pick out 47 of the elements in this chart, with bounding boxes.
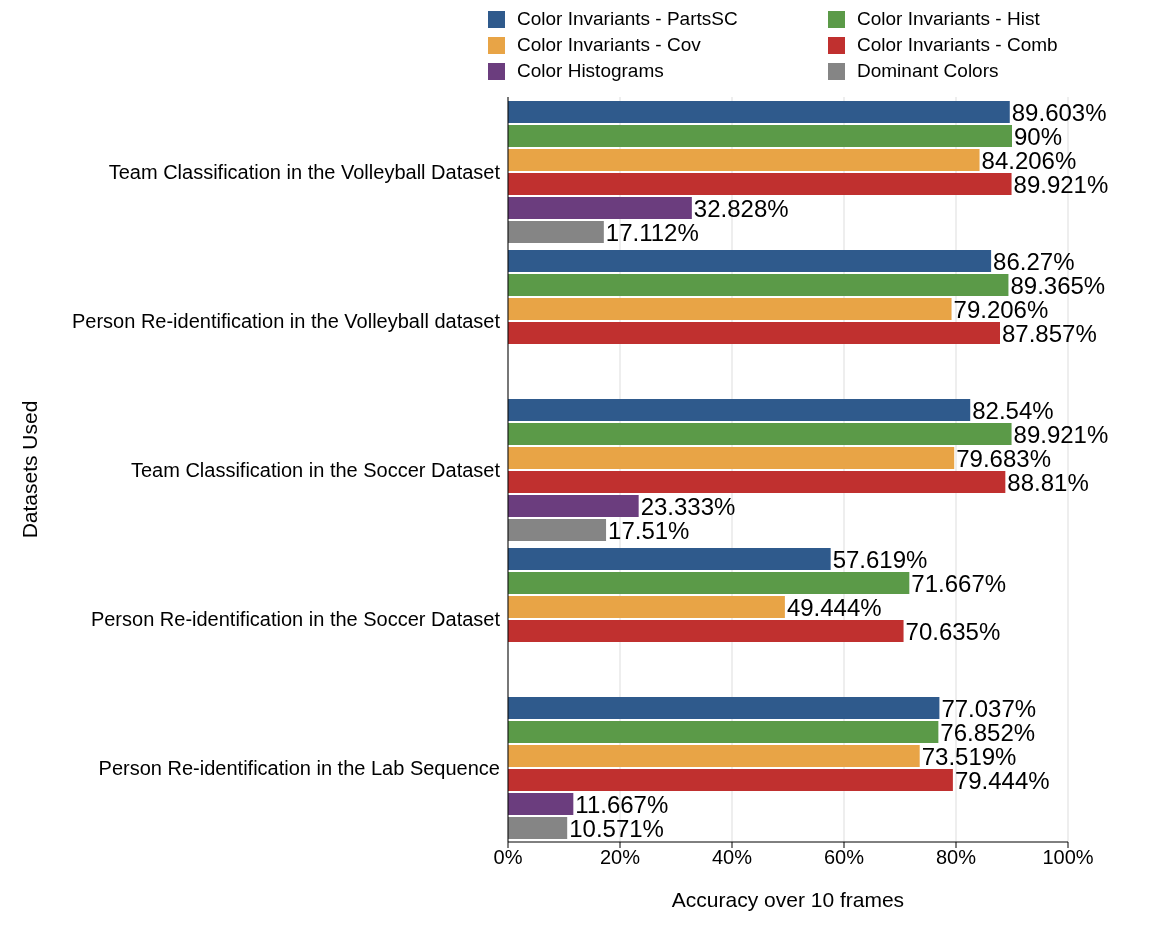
bar (508, 697, 940, 719)
bar (508, 322, 1000, 344)
x-tick-label: 80% (935, 846, 977, 869)
bar (508, 274, 1009, 296)
y-tick-label: Team Classification in the Soccer Dataset (130, 458, 501, 481)
legend-label: Color Invariants - PartsSC (517, 8, 738, 30)
bar (508, 745, 920, 767)
bar (508, 620, 904, 642)
x-tick-label: 40% (711, 846, 753, 869)
legend-label: Color Invariants - Comb (857, 34, 1058, 56)
bar (508, 519, 607, 541)
bar (508, 125, 1012, 147)
x-tick-label: 0% (493, 846, 523, 869)
bar (508, 721, 939, 743)
x-tick-label: 100% (1042, 846, 1094, 869)
y-tick-label: Person Re-identification in the Soccer Dataset (90, 607, 501, 630)
bar (508, 197, 692, 219)
y-tick-label: Team Classification in the Volleyball Dataset (108, 160, 501, 183)
bar (508, 173, 1012, 195)
x-tick-label: 20% (599, 846, 641, 869)
bar (508, 495, 639, 517)
bar (508, 447, 955, 469)
x-axis-title: Accuracy over 10 frames (671, 888, 905, 911)
bar (508, 596, 785, 618)
bar (508, 769, 953, 791)
legend-label: Color Histograms (517, 60, 664, 82)
bar (508, 423, 1012, 445)
x-tick-label: 60% (823, 846, 865, 869)
bar (508, 298, 952, 320)
y-axis-title: Datasets Used (18, 400, 42, 539)
bar (508, 548, 831, 570)
bar (508, 471, 1006, 493)
bar (508, 101, 1010, 123)
legend-label: Color Invariants - Hist (857, 8, 1040, 30)
data-label: 49.444% (786, 593, 882, 621)
bar (508, 793, 574, 815)
bar (508, 399, 971, 421)
legend-label: Color Invariants - Cov (517, 34, 701, 56)
y-tick-label: Person Re-identification in the Volleyball dataset (71, 309, 501, 332)
bar (508, 817, 568, 839)
bar (508, 221, 604, 243)
y-tick-label: Person Re-identification in the Lab Sequence (98, 756, 500, 779)
data-label: 70.635% (905, 617, 1001, 645)
bar (508, 572, 910, 594)
legend-label: Dominant Colors (857, 60, 999, 82)
bar (508, 250, 992, 272)
bar (508, 149, 980, 171)
